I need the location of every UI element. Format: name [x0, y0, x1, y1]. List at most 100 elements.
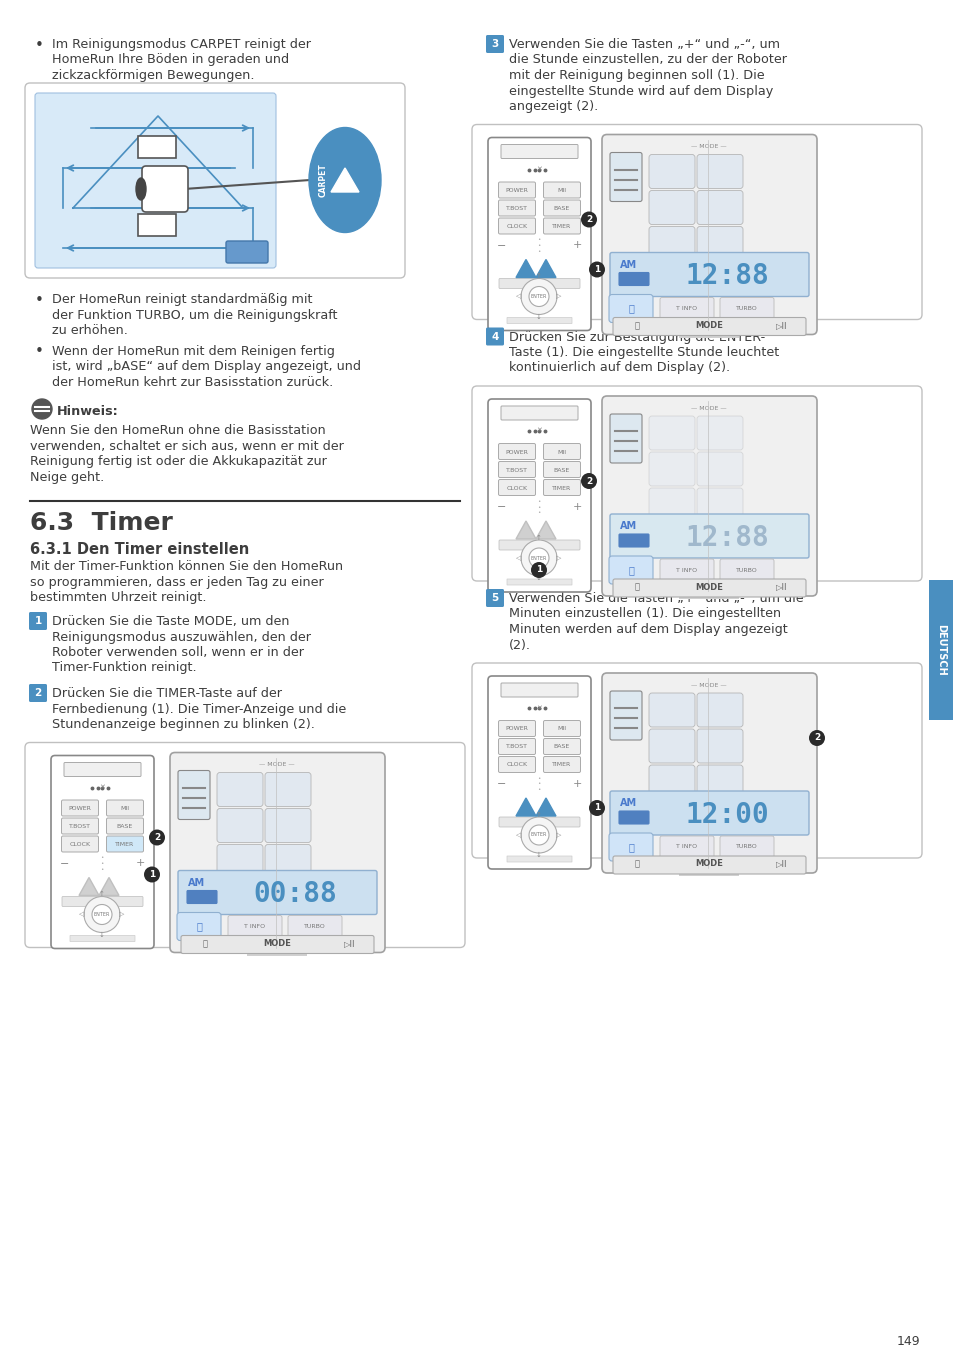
Text: AM: AM	[619, 798, 637, 809]
FancyBboxPatch shape	[697, 452, 742, 486]
Text: ✕: ✕	[536, 166, 541, 173]
FancyBboxPatch shape	[170, 752, 385, 953]
FancyBboxPatch shape	[609, 414, 641, 463]
FancyBboxPatch shape	[506, 317, 572, 324]
Text: •: •	[35, 38, 44, 53]
FancyBboxPatch shape	[648, 190, 695, 224]
Circle shape	[529, 286, 548, 306]
FancyBboxPatch shape	[472, 124, 921, 320]
Text: Roboter verwenden soll, wenn er in der: Roboter verwenden soll, wenn er in der	[52, 647, 304, 659]
Circle shape	[588, 262, 604, 278]
Text: — MODE —: — MODE —	[691, 683, 726, 688]
Text: 6.3.1 Den Timer einstellen: 6.3.1 Den Timer einstellen	[30, 543, 249, 558]
Text: Im Reinigungsmodus CARPET reinigt der: Im Reinigungsmodus CARPET reinigt der	[52, 38, 311, 51]
Text: ⏱: ⏱	[627, 566, 634, 575]
Circle shape	[529, 548, 548, 568]
Text: +: +	[572, 240, 581, 251]
Circle shape	[580, 472, 597, 489]
Text: TIMER: TIMER	[552, 486, 571, 490]
Circle shape	[84, 896, 120, 933]
Text: Drücken Sie die TIMER-Taste auf der: Drücken Sie die TIMER-Taste auf der	[52, 687, 282, 701]
Bar	[928, 580, 953, 720]
Text: −: −	[497, 502, 506, 512]
Text: ↑: ↑	[536, 274, 541, 279]
Text: AM: AM	[619, 521, 637, 531]
Polygon shape	[536, 259, 556, 278]
Text: Minuten einzustellen (1). Die eingestellten: Minuten einzustellen (1). Die eingestell…	[509, 608, 781, 621]
FancyBboxPatch shape	[187, 891, 216, 903]
Text: mit der Reinigung beginnen soll (1). Die: mit der Reinigung beginnen soll (1). Die	[509, 69, 763, 82]
Circle shape	[520, 540, 557, 576]
Text: CLOCK: CLOCK	[506, 486, 527, 490]
Text: 2: 2	[585, 477, 592, 486]
Text: ↑: ↑	[99, 891, 105, 898]
Text: Neige geht.: Neige geht.	[30, 471, 104, 485]
FancyBboxPatch shape	[228, 915, 282, 937]
Polygon shape	[79, 878, 99, 895]
Text: 2: 2	[153, 833, 160, 842]
FancyBboxPatch shape	[697, 227, 742, 261]
Text: zu erhöhen.: zu erhöhen.	[52, 324, 128, 338]
FancyBboxPatch shape	[720, 559, 773, 580]
Text: CARPET: CARPET	[318, 163, 327, 197]
Text: bestimmten Uhrzeit reinigt.: bestimmten Uhrzeit reinigt.	[30, 591, 206, 605]
FancyBboxPatch shape	[543, 756, 579, 772]
Circle shape	[588, 801, 604, 815]
Text: •
•
•: • • •	[537, 238, 540, 254]
Text: 4: 4	[491, 332, 498, 342]
Text: DEUTSCH: DEUTSCH	[935, 624, 945, 676]
Text: Reinigungsmodus auszuwählen, den der: Reinigungsmodus auszuwählen, den der	[52, 630, 311, 644]
Text: ▷II: ▷II	[776, 582, 787, 591]
FancyBboxPatch shape	[216, 772, 263, 806]
FancyBboxPatch shape	[648, 693, 695, 728]
Text: Minuten werden auf dem Display angezeigt: Minuten werden auf dem Display angezeigt	[509, 622, 787, 636]
FancyBboxPatch shape	[288, 915, 341, 937]
Text: TURBO: TURBO	[304, 923, 326, 929]
Text: Reinigung fertig ist oder die Akkukapazität zur: Reinigung fertig ist oder die Akkukapazi…	[30, 455, 327, 468]
Bar	[679, 591, 739, 599]
FancyBboxPatch shape	[138, 136, 175, 158]
Text: — MODE —: — MODE —	[691, 144, 726, 150]
Text: ▷II: ▷II	[776, 321, 787, 329]
FancyBboxPatch shape	[697, 487, 742, 522]
Text: ENTER: ENTER	[530, 833, 547, 837]
FancyBboxPatch shape	[472, 386, 921, 580]
Text: Fernbedienung (1). Die Timer-Anzeige und die: Fernbedienung (1). Die Timer-Anzeige und…	[52, 702, 346, 716]
FancyBboxPatch shape	[618, 535, 648, 547]
Text: die Stunde einzustellen, zu der der Roboter: die Stunde einzustellen, zu der der Robo…	[509, 54, 786, 66]
FancyBboxPatch shape	[543, 217, 579, 234]
Text: 1: 1	[536, 566, 541, 575]
FancyBboxPatch shape	[216, 845, 263, 879]
FancyBboxPatch shape	[265, 809, 311, 842]
Text: −: −	[497, 240, 506, 251]
Text: (2).: (2).	[509, 639, 531, 652]
Text: •
•
•: • • •	[100, 855, 104, 872]
Circle shape	[149, 829, 165, 845]
FancyBboxPatch shape	[648, 765, 695, 799]
Text: •
•
•: • • •	[537, 498, 540, 516]
Text: T INFO: T INFO	[676, 306, 697, 310]
Text: CLOCK: CLOCK	[506, 224, 527, 230]
Text: Hinweis:: Hinweis:	[57, 405, 118, 418]
FancyBboxPatch shape	[51, 756, 153, 949]
FancyBboxPatch shape	[107, 818, 143, 834]
Text: BASE: BASE	[554, 744, 570, 749]
FancyBboxPatch shape	[720, 297, 773, 320]
FancyBboxPatch shape	[216, 809, 263, 842]
Circle shape	[520, 278, 557, 315]
FancyBboxPatch shape	[498, 462, 535, 478]
FancyBboxPatch shape	[659, 559, 713, 580]
Text: CLOCK: CLOCK	[506, 763, 527, 768]
Text: AUTO: AUTO	[182, 774, 188, 788]
Text: ▷: ▷	[556, 293, 561, 300]
Text: ✕: ✕	[536, 705, 541, 711]
Text: ▷: ▷	[119, 911, 125, 918]
FancyBboxPatch shape	[648, 729, 695, 763]
Bar	[679, 868, 739, 876]
Text: POWER: POWER	[69, 806, 91, 811]
FancyBboxPatch shape	[613, 579, 805, 597]
Text: TURBO: TURBO	[736, 567, 757, 572]
Text: AUTO: AUTO	[614, 155, 618, 170]
FancyBboxPatch shape	[500, 406, 578, 420]
Text: ◁: ◁	[516, 555, 521, 562]
